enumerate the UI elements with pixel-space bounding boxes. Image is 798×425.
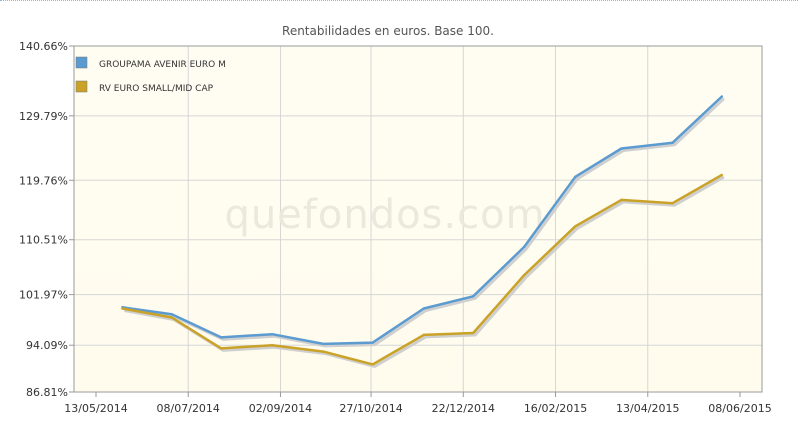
data-point	[422, 307, 425, 310]
y-axis: 140.66% 129.79% 119.76% 110.51% 101.97% 94.09…	[19, 40, 74, 399]
x-tick-label: 08/06/2015	[708, 402, 771, 415]
data-point	[371, 363, 374, 366]
data-point	[574, 175, 577, 179]
data-point	[720, 95, 724, 98]
y-tick-label: 94.09%	[26, 339, 68, 352]
data-point	[422, 333, 425, 337]
legend: GROUPAMA AVENIR EURO M RV EURO SMALL/MID …	[75, 56, 226, 94]
data-point	[471, 331, 475, 335]
x-tick-label: 13/04/2015	[616, 402, 679, 415]
data-point	[322, 350, 325, 353]
top-dotted-rule	[0, 0, 798, 1]
data-point	[620, 198, 623, 202]
data-point	[271, 343, 274, 347]
data-point	[620, 147, 623, 150]
legend-swatch	[75, 56, 88, 69]
x-tick-label: 27/10/2014	[339, 402, 402, 415]
data-point	[671, 141, 674, 144]
series-line-shadow	[124, 175, 725, 368]
legend-swatch	[75, 80, 88, 93]
data-point	[219, 336, 223, 339]
x-tick-label: 13/05/2014	[64, 402, 127, 415]
y-tick-label: 129.79%	[19, 110, 68, 123]
data-point	[121, 307, 124, 310]
x-tick-label: 16/02/2015	[524, 402, 587, 415]
data-point	[671, 201, 674, 205]
y-tick-label: 110.51%	[19, 234, 68, 247]
y-tick-label: 140.66%	[19, 40, 68, 53]
series-line-shadow	[124, 97, 725, 348]
y-tick-label: 101.97%	[19, 289, 68, 302]
x-axis: 13/05/2014 08/07/2014 02/09/2014 27/10/2014…	[64, 392, 772, 415]
data-point	[720, 173, 724, 177]
data-point	[523, 273, 526, 277]
x-tick-label: 02/09/2014	[249, 402, 312, 415]
series-lines	[121, 95, 725, 368]
data-point	[219, 347, 223, 350]
plot-border	[73, 45, 763, 393]
chart-title: Rentabilidades en euros. Base 100.	[282, 24, 494, 38]
x-tick-label: 08/07/2014	[157, 402, 220, 415]
y-tick-label: 86.81%	[26, 386, 68, 399]
data-point	[170, 313, 173, 316]
watermark-text: quefondos.com	[224, 192, 545, 238]
data-point	[371, 341, 374, 344]
data-point	[170, 316, 173, 319]
legend-label: GROUPAMA AVENIR EURO M	[99, 60, 226, 70]
data-point	[471, 295, 475, 298]
x-tick-label: 22/12/2014	[432, 402, 495, 415]
data-point	[271, 333, 274, 336]
y-tick-label: 119.76%	[19, 174, 68, 187]
legend-label: RV EURO SMALL/MID CAP	[99, 84, 214, 94]
data-point	[574, 225, 577, 228]
data-point	[322, 342, 325, 346]
data-point	[523, 245, 526, 249]
